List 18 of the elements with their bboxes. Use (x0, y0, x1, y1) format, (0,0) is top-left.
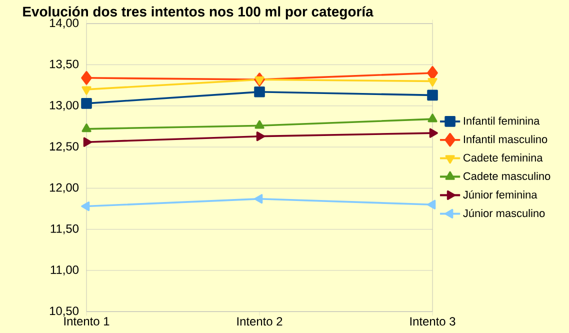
legend-label: Júnior feminina (463, 190, 538, 199)
x-tick-label: Intento 1 (64, 317, 110, 326)
legend-label: Cadete feminina (464, 154, 543, 162)
legend-label: Infantil masculino (464, 135, 548, 144)
y-tick-label: 13,50 (50, 60, 79, 70)
y-tick-label: 14,00 (50, 18, 79, 29)
y-tick-label: 13,00 (50, 100, 79, 111)
y-tick-label: 12,00 (50, 183, 79, 194)
y-tick-label: 11,50 (50, 224, 79, 234)
legend-label: Júnior masculino (463, 208, 545, 218)
legend-label: Infantil feminina (464, 116, 540, 125)
legend-label: Cadete masculino (464, 172, 550, 180)
x-tick-label: Intento 2 (237, 317, 282, 326)
y-tick-label: 12,50 (50, 142, 79, 152)
x-tick-label: Intento 3 (410, 317, 456, 326)
y-tick-label: 11,00 (50, 266, 79, 276)
y-tick-label: 10,50 (50, 306, 79, 317)
chart-title: Evolución dos tres intentos nos 100 ml por categoría (23, 6, 374, 20)
